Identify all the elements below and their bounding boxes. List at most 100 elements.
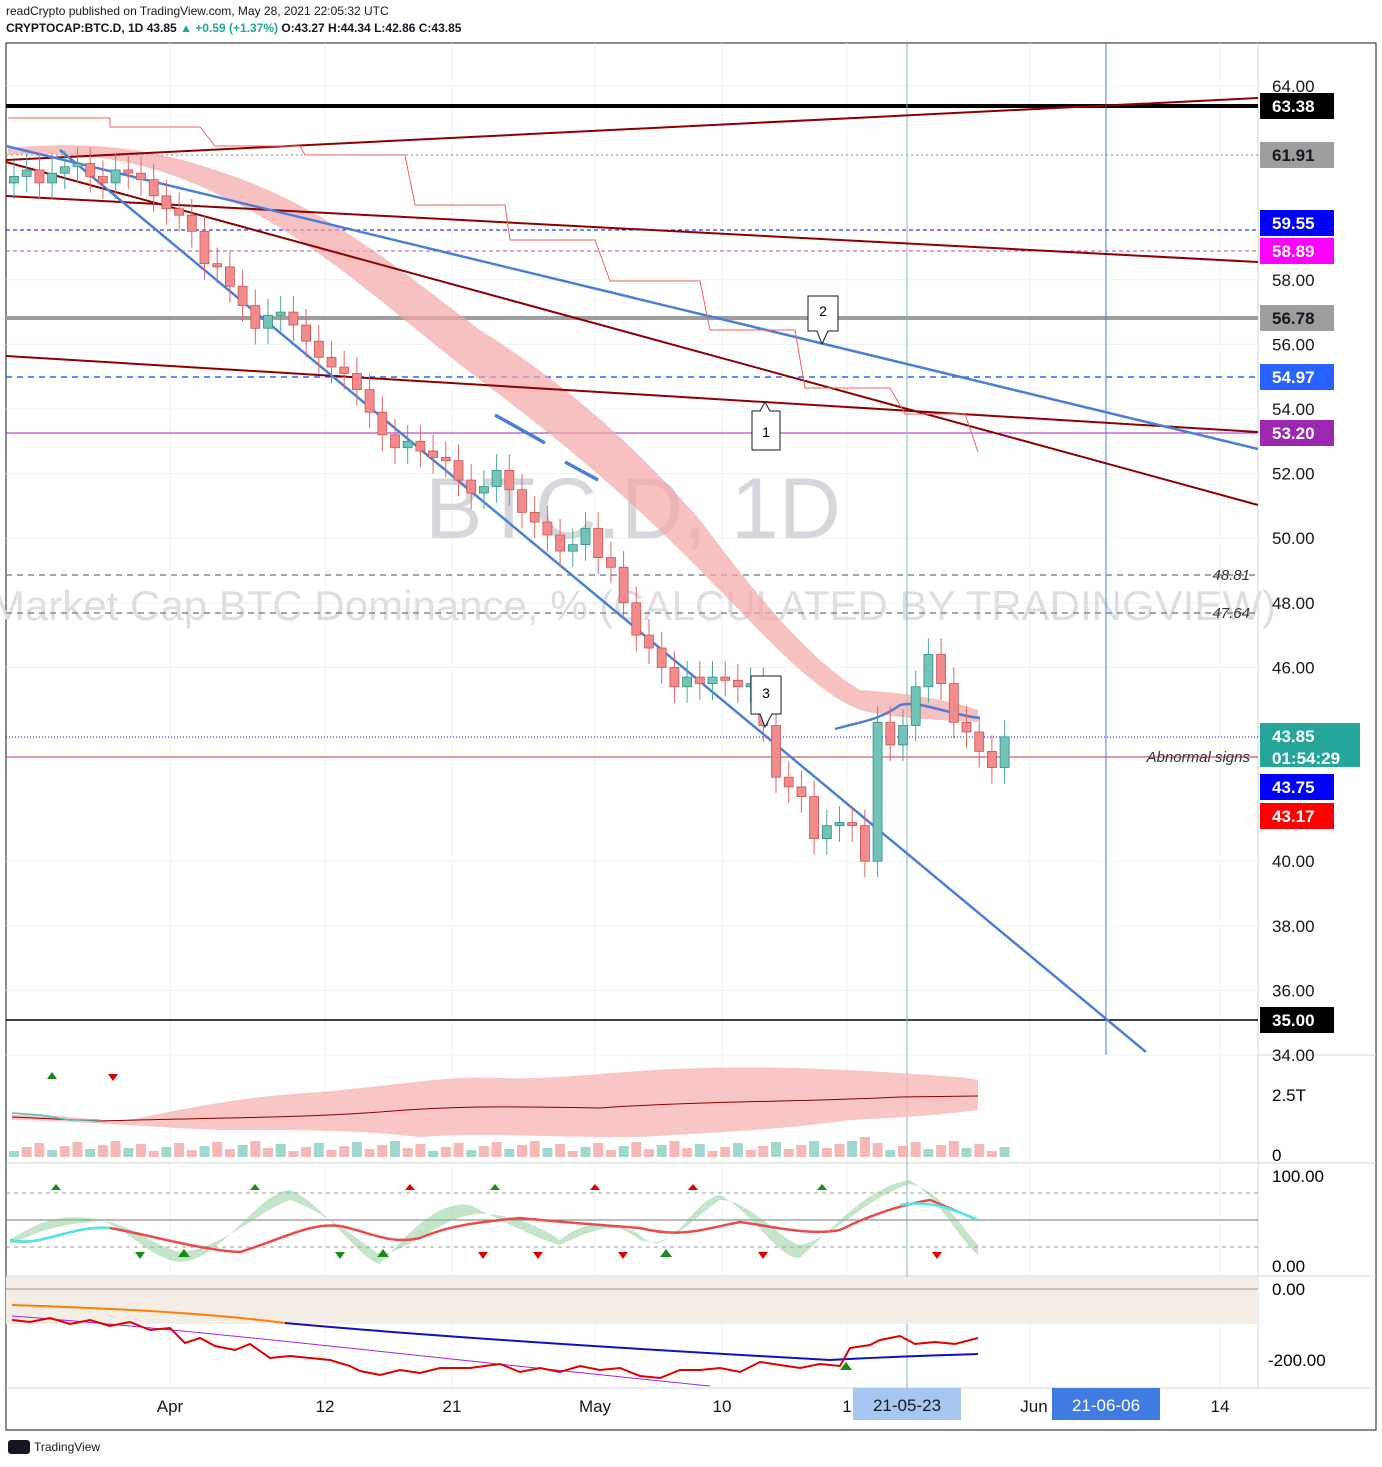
osc-tick-100: 100.00 bbox=[1272, 1167, 1324, 1186]
volume-up-arrow bbox=[47, 1072, 57, 1079]
osc-arrow-green bbox=[660, 1249, 672, 1257]
candle-body bbox=[390, 434, 400, 449]
candle-body bbox=[186, 214, 197, 232]
price-label: 43.17 bbox=[1272, 807, 1315, 826]
price-label-bg bbox=[1260, 93, 1334, 119]
price-label: 54.97 bbox=[1272, 368, 1315, 387]
price-label: 43.75 bbox=[1272, 778, 1315, 797]
candle-body bbox=[517, 489, 527, 513]
volume-bar bbox=[898, 1146, 908, 1157]
osc-arrow-up bbox=[817, 1184, 827, 1190]
volume-bar bbox=[631, 1142, 642, 1157]
volume-bar bbox=[453, 1143, 464, 1157]
x-highlight-label-2: 21-06-06 bbox=[1072, 1396, 1140, 1415]
candle-body bbox=[771, 725, 781, 778]
volume-bar bbox=[263, 1148, 273, 1157]
price-label-bg bbox=[1260, 420, 1334, 446]
trendline-red-top bbox=[5, 97, 1259, 161]
candle-body bbox=[275, 311, 286, 316]
candle-body bbox=[326, 356, 337, 368]
osc-arrow-green bbox=[178, 1249, 190, 1257]
price-label-bg bbox=[1260, 364, 1334, 390]
volume-bar bbox=[847, 1141, 858, 1157]
candle-body bbox=[85, 163, 96, 177]
annotation-48-81: 48.81 bbox=[1212, 567, 1250, 584]
volume-bar bbox=[402, 1148, 413, 1157]
symbol-line: CRYPTOCAP:BTC.D, 1D 43.85 ▲ +0.59 (+1.37… bbox=[6, 21, 461, 35]
volume-bar bbox=[390, 1141, 400, 1157]
candle-body bbox=[631, 602, 642, 636]
volume-bar bbox=[174, 1143, 185, 1157]
price-label: 56.78 bbox=[1272, 309, 1315, 328]
last-price: 43.85 bbox=[146, 21, 177, 35]
x-highlight-21-06-06 bbox=[1052, 1388, 1160, 1420]
volume-bar bbox=[986, 1151, 997, 1157]
y-tick-label: 50.00 bbox=[1272, 529, 1315, 548]
volume-bar bbox=[809, 1141, 820, 1157]
volume-bar bbox=[580, 1147, 591, 1157]
candle-body bbox=[123, 169, 134, 174]
volume-bar bbox=[415, 1144, 426, 1157]
volume-bar bbox=[21, 1147, 32, 1157]
volume-bar bbox=[364, 1149, 375, 1157]
y-tick-label: 56.00 bbox=[1272, 335, 1315, 354]
obv-line bbox=[11, 1316, 979, 1380]
volume-bar bbox=[351, 1142, 362, 1157]
callout-1: 1 bbox=[751, 400, 781, 451]
x-axis-ticks: Apr 12 21 May 10 1 Jun 14 bbox=[157, 1397, 1230, 1416]
volume-bar bbox=[34, 1143, 45, 1157]
candle-body bbox=[796, 786, 807, 797]
volume-bar bbox=[783, 1149, 794, 1157]
candle-body bbox=[212, 263, 223, 268]
x-tick-label: 21 bbox=[443, 1397, 462, 1416]
candle-body bbox=[98, 176, 108, 184]
osc-arrow-up bbox=[490, 1184, 500, 1190]
trendline-blue-long bbox=[5, 144, 1259, 451]
candle-body bbox=[478, 486, 489, 494]
volume-bar bbox=[936, 1145, 947, 1157]
y-tick-label: 54.00 bbox=[1272, 400, 1315, 419]
volume-bar bbox=[250, 1141, 261, 1157]
volume-bar bbox=[110, 1141, 121, 1157]
candle-body bbox=[34, 169, 45, 184]
volume-bar bbox=[517, 1145, 527, 1157]
callout-label-2: 2 bbox=[819, 303, 827, 319]
candle-body bbox=[466, 479, 477, 494]
obv-up-arrow bbox=[840, 1362, 852, 1370]
volume-bar bbox=[923, 1149, 934, 1157]
candle-body bbox=[440, 457, 451, 462]
price-label: 59.55 bbox=[1272, 214, 1315, 233]
volume-bar bbox=[542, 1148, 553, 1157]
candle-body bbox=[910, 686, 921, 726]
candle-body bbox=[961, 721, 972, 733]
candle-body bbox=[898, 725, 908, 746]
volume-bar bbox=[859, 1137, 870, 1157]
osc-arrow-down bbox=[335, 1252, 345, 1259]
candle-body bbox=[529, 511, 540, 523]
obv-band bbox=[6, 1277, 1258, 1324]
x-tick-label: Jun bbox=[1020, 1397, 1047, 1416]
candle-body bbox=[21, 169, 32, 177]
volume-bar bbox=[872, 1143, 883, 1157]
price-label: 53.20 bbox=[1272, 424, 1315, 443]
candle-body bbox=[288, 311, 299, 326]
price-label-bg bbox=[1260, 142, 1334, 168]
price-label: 58.89 bbox=[1272, 242, 1315, 261]
candle-body bbox=[136, 172, 146, 181]
candle-body bbox=[428, 450, 439, 458]
volume-bar bbox=[237, 1145, 248, 1157]
osc-arrow-up bbox=[688, 1184, 698, 1190]
candle-body bbox=[377, 411, 388, 436]
volume-down-arrow bbox=[108, 1074, 118, 1081]
candle-body bbox=[860, 825, 870, 862]
candle-body bbox=[237, 285, 248, 307]
candle-body bbox=[618, 566, 629, 604]
osc-arrow-down bbox=[478, 1252, 488, 1259]
price-label-bg bbox=[1260, 1007, 1334, 1033]
candle-body bbox=[682, 676, 692, 688]
price-labels: 63.38 61.91 59.55 58.89 56.78 54.97 53.20 43.85… bbox=[1260, 93, 1360, 1033]
y-tick-label: 58.00 bbox=[1272, 271, 1315, 290]
volume-bar bbox=[961, 1148, 972, 1157]
volume-bar bbox=[656, 1145, 667, 1157]
